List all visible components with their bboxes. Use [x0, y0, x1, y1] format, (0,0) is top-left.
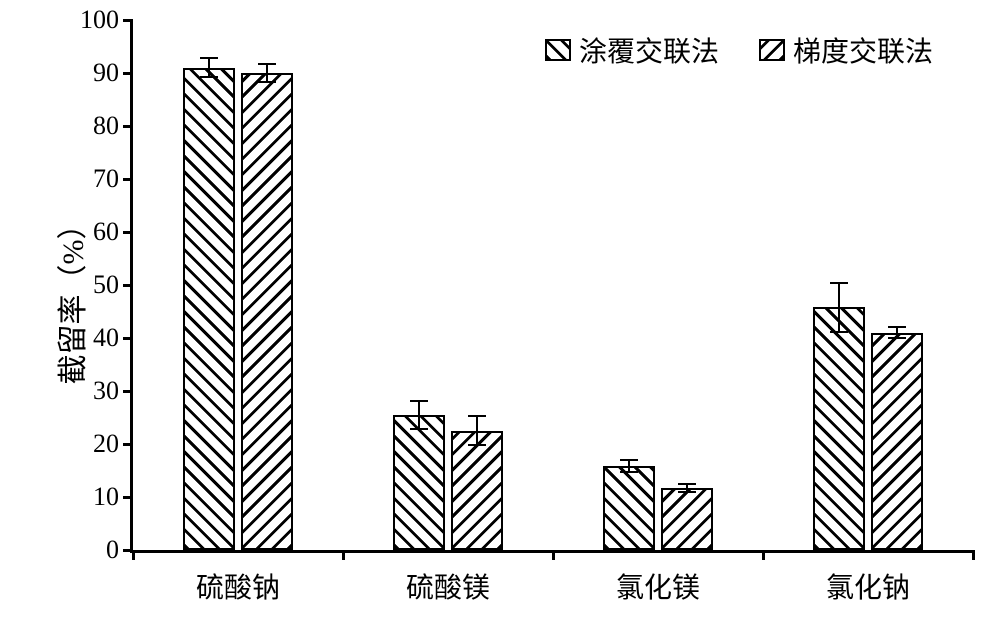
- x-tick-label: 硫酸钠: [196, 550, 280, 606]
- bar: [603, 466, 655, 550]
- y-axis-title: 截留率（%）: [48, 197, 92, 397]
- legend-swatch: [759, 39, 785, 61]
- legend: 涂覆交联法 梯度交联法: [545, 30, 933, 70]
- x-tick: [972, 550, 975, 560]
- y-tick-label: 60: [93, 217, 133, 247]
- error-cap: [620, 459, 638, 461]
- x-tick: [132, 550, 135, 560]
- legend-item: 梯度交联法: [759, 30, 933, 70]
- x-tick-label: 氯化镁: [616, 550, 700, 606]
- bar: [393, 415, 445, 550]
- bar: [183, 68, 235, 550]
- y-tick-label: 10: [93, 482, 133, 512]
- x-tick-label: 硫酸镁: [406, 550, 490, 606]
- legend-item: 涂覆交联法: [545, 30, 719, 70]
- bar: [661, 488, 713, 550]
- bar: [451, 431, 503, 550]
- error-cap: [468, 415, 486, 417]
- y-tick-label: 0: [106, 535, 133, 565]
- error-cap: [258, 63, 276, 65]
- error-cap: [410, 400, 428, 402]
- y-tick-label: 70: [93, 164, 133, 194]
- y-tick-label: 30: [93, 376, 133, 406]
- x-tick-label: 氯化钠: [826, 550, 910, 606]
- legend-swatch: [545, 39, 571, 61]
- y-tick-label: 100: [80, 5, 133, 35]
- bar: [241, 73, 293, 550]
- x-tick: [552, 550, 555, 560]
- legend-label: 涂覆交联法: [579, 30, 719, 70]
- y-tick-label: 20: [93, 429, 133, 459]
- x-tick: [342, 550, 345, 560]
- error-cap: [200, 57, 218, 59]
- plot-area: 0102030405060708090100硫酸钠硫酸镁氯化镁氯化钠涂覆交联法梯…: [130, 20, 973, 553]
- bar: [871, 333, 923, 550]
- error-cap: [830, 282, 848, 284]
- error-cap: [888, 326, 906, 328]
- y-tick-label: 40: [93, 323, 133, 353]
- y-tick-label: 80: [93, 111, 133, 141]
- bar: [813, 307, 865, 550]
- y-tick-label: 50: [93, 270, 133, 300]
- x-tick: [762, 550, 765, 560]
- error-cap: [678, 483, 696, 485]
- chart-container: 截留率（%） 0102030405060708090100硫酸钠硫酸镁氯化镁氯化…: [0, 0, 1000, 621]
- legend-label: 梯度交联法: [793, 30, 933, 70]
- y-tick-label: 90: [93, 58, 133, 88]
